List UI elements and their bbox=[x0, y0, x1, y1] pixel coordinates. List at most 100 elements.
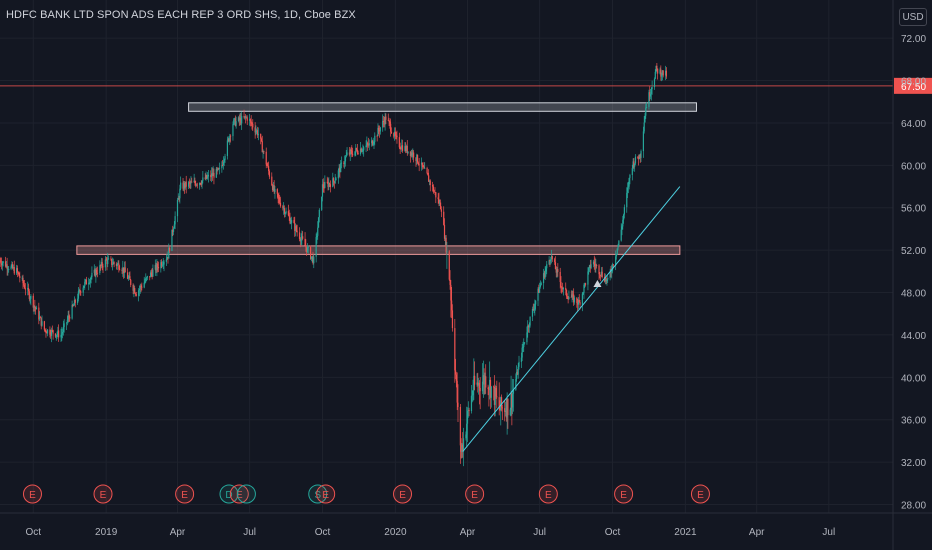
candle-body bbox=[626, 187, 629, 193]
candle-body bbox=[433, 191, 435, 193]
candle-body bbox=[255, 130, 257, 133]
event-e-marker[interactable]: E bbox=[175, 484, 195, 504]
event-e-marker[interactable]: E bbox=[229, 484, 249, 504]
candle-body bbox=[88, 282, 90, 285]
candle-body bbox=[510, 393, 512, 410]
candle-body bbox=[404, 146, 406, 151]
candle-body bbox=[520, 357, 522, 362]
candle-body bbox=[432, 184, 434, 187]
candle-body bbox=[307, 247, 309, 248]
candle-body bbox=[662, 70, 664, 76]
event-label: E bbox=[697, 490, 704, 501]
event-e-marker[interactable]: E bbox=[690, 484, 710, 504]
candle-body bbox=[317, 217, 320, 228]
event-e-marker[interactable]: E bbox=[22, 484, 42, 504]
candle-body bbox=[465, 434, 467, 439]
candle-body bbox=[418, 164, 420, 166]
candle-body bbox=[49, 329, 51, 335]
candle-body bbox=[416, 154, 418, 161]
zone-rectangle bbox=[76, 245, 681, 255]
candle-body bbox=[306, 247, 308, 252]
candle-body bbox=[546, 264, 548, 269]
candle-body bbox=[239, 118, 241, 121]
candle-body bbox=[592, 261, 595, 265]
candle-body bbox=[296, 230, 298, 233]
candle-body bbox=[184, 183, 186, 188]
event-e-marker[interactable]: E bbox=[538, 484, 558, 504]
event-label: S bbox=[314, 490, 321, 501]
candle-body bbox=[565, 289, 568, 297]
candle-body bbox=[129, 276, 131, 280]
candle-body bbox=[28, 291, 30, 299]
candle-body bbox=[262, 151, 264, 153]
event-e-marker[interactable]: E bbox=[93, 484, 113, 504]
candle-body bbox=[357, 152, 359, 154]
candle-body bbox=[12, 264, 14, 269]
event-d-marker[interactable]: D bbox=[219, 484, 239, 504]
candle-body bbox=[640, 151, 642, 158]
candle-body bbox=[371, 140, 374, 145]
candle-body bbox=[529, 316, 531, 326]
event-e-marker[interactable]: E bbox=[316, 484, 336, 504]
candle-body bbox=[111, 264, 114, 266]
candle-body bbox=[290, 220, 293, 223]
x-tick-label: Oct bbox=[25, 527, 41, 538]
event-s-marker[interactable]: S bbox=[308, 484, 328, 504]
candle-body bbox=[115, 263, 118, 266]
candle-body bbox=[11, 264, 13, 267]
candle-body bbox=[232, 124, 234, 137]
candle-body bbox=[67, 316, 69, 320]
candle-body bbox=[124, 267, 126, 273]
candle-body bbox=[340, 162, 343, 164]
candle-body bbox=[18, 272, 20, 277]
candle-body bbox=[90, 277, 92, 280]
candle-body bbox=[16, 268, 19, 272]
candle-body bbox=[382, 120, 384, 128]
candle-body bbox=[96, 269, 98, 273]
candle-body bbox=[237, 117, 240, 122]
horizontal-zones[interactable] bbox=[76, 102, 697, 255]
candle-body bbox=[112, 262, 114, 265]
event-e-marker[interactable]: E bbox=[614, 484, 634, 504]
candle-body bbox=[449, 279, 451, 285]
candle-body bbox=[623, 207, 625, 215]
candle-body bbox=[295, 226, 297, 231]
candle-body bbox=[382, 120, 385, 123]
candle-body bbox=[323, 187, 325, 189]
candle-body bbox=[35, 307, 37, 310]
candle-body bbox=[590, 264, 592, 268]
candle-body bbox=[156, 263, 158, 271]
candle-body bbox=[616, 248, 618, 254]
candle-body bbox=[401, 145, 404, 151]
y-tick-label: 60.00 bbox=[901, 161, 926, 172]
candle-body bbox=[326, 181, 328, 183]
candle-body bbox=[579, 302, 581, 305]
event-markers[interactable]: EEEDESEEEEEE bbox=[22, 484, 710, 504]
candle-body bbox=[215, 168, 217, 178]
candle-body bbox=[588, 267, 590, 272]
candle-body bbox=[384, 116, 386, 125]
candle-body bbox=[435, 192, 437, 198]
candle-body bbox=[66, 319, 68, 323]
candle-body bbox=[429, 180, 431, 185]
candle-body bbox=[238, 117, 240, 121]
y-tick-label: 68.00 bbox=[901, 77, 926, 88]
event-label: E bbox=[236, 490, 243, 501]
candle-body bbox=[600, 271, 603, 276]
candle-body bbox=[19, 276, 21, 278]
candle-body bbox=[504, 408, 506, 412]
candle-body bbox=[479, 388, 481, 392]
currency-button[interactable]: USD bbox=[899, 8, 927, 26]
event-e-marker[interactable]: E bbox=[465, 484, 485, 504]
candle-body bbox=[172, 228, 175, 232]
candle-body bbox=[1, 263, 3, 266]
candle-body bbox=[154, 264, 156, 270]
event-e-marker[interactable]: E bbox=[393, 484, 413, 504]
trendline-layer[interactable] bbox=[462, 186, 681, 452]
candle-body bbox=[607, 277, 609, 280]
candle-body bbox=[23, 283, 25, 286]
candle-body bbox=[157, 263, 159, 268]
candle-body bbox=[123, 267, 125, 274]
event-other-marker[interactable] bbox=[236, 484, 256, 504]
